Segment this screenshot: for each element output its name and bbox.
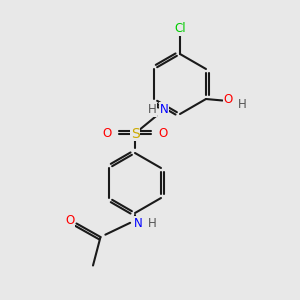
Text: H: H (148, 103, 157, 116)
Text: O: O (224, 93, 233, 106)
Text: S: S (130, 127, 140, 140)
Text: O: O (65, 214, 74, 227)
Text: H: H (148, 217, 157, 230)
Text: N: N (134, 217, 143, 230)
Text: N: N (160, 103, 169, 116)
Text: O: O (159, 127, 168, 140)
Text: Cl: Cl (174, 22, 186, 35)
Text: H: H (238, 98, 246, 111)
Text: O: O (102, 127, 111, 140)
